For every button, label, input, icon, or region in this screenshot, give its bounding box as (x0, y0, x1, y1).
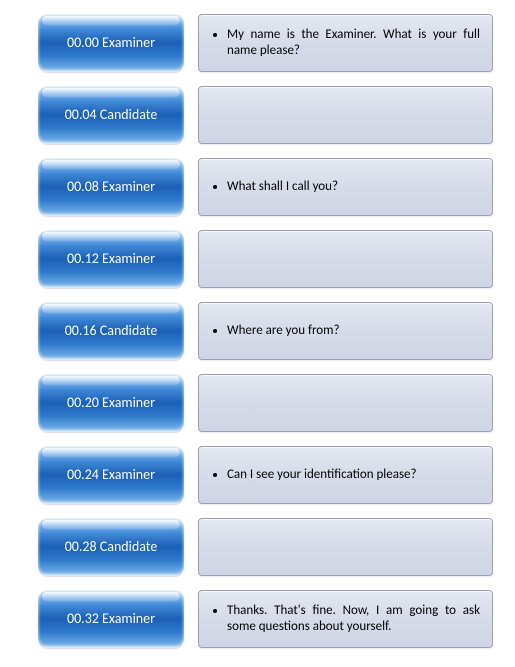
speaker-label: 00.32 Examiner (67, 611, 155, 628)
speaker-label: 00.04 Candidate (65, 107, 158, 124)
content-box: Can I see your identification please? (198, 446, 493, 504)
speaker-label: 00.08 Examiner (67, 179, 155, 196)
transcript-row: 00.08 Examiner What shall I call you? (38, 158, 493, 216)
speaker-label: 00.24 Examiner (67, 467, 155, 484)
speaker-pill: 00.04 Candidate (38, 86, 184, 144)
transcript-row: 00.28 Candidate (38, 518, 493, 576)
content-box (198, 86, 493, 144)
content-box: Thanks. That's fine. Now, I am going to … (198, 590, 493, 648)
speaker-pill: 00.12 Examiner (38, 230, 184, 288)
speaker-label: 00.00 Examiner (67, 35, 155, 52)
transcript-row: 00.00 Examiner My name is the Examiner. … (38, 14, 493, 72)
content-text: Can I see your identification please? (227, 467, 417, 483)
content-text: What shall I call you? (227, 179, 338, 195)
transcript-row: 00.16 Candidate Where are you from? (38, 302, 493, 360)
content-box: Where are you from? (198, 302, 493, 360)
speaker-pill: 00.20 Examiner (38, 374, 184, 432)
speaker-label: 00.16 Candidate (65, 323, 158, 340)
transcript-row: 00.24 Examiner Can I see your identifica… (38, 446, 493, 504)
content-text: Where are you from? (227, 323, 340, 339)
speaker-pill: 00.08 Examiner (38, 158, 184, 216)
speaker-pill: 00.00 Examiner (38, 14, 184, 72)
speaker-label: 00.28 Candidate (65, 539, 158, 556)
transcript-diagram: 00.00 Examiner My name is the Examiner. … (0, 0, 515, 667)
speaker-label: 00.20 Examiner (67, 395, 155, 412)
content-box: What shall I call you? (198, 158, 493, 216)
transcript-row: 00.32 Examiner Thanks. That's fine. Now,… (38, 590, 493, 648)
transcript-row: 00.12 Examiner (38, 230, 493, 288)
speaker-pill: 00.32 Examiner (38, 590, 184, 648)
content-box (198, 518, 493, 576)
speaker-label: 00.12 Examiner (67, 251, 155, 268)
speaker-pill: 00.16 Candidate (38, 302, 184, 360)
content-box (198, 230, 493, 288)
content-text: My name is the Examiner. What is your fu… (227, 27, 480, 60)
content-box: My name is the Examiner. What is your fu… (198, 14, 493, 72)
transcript-row: 00.04 Candidate (38, 86, 493, 144)
speaker-pill: 00.24 Examiner (38, 446, 184, 504)
content-text: Thanks. That's fine. Now, I am going to … (227, 603, 480, 636)
speaker-pill: 00.28 Candidate (38, 518, 184, 576)
content-box (198, 374, 493, 432)
transcript-row: 00.20 Examiner (38, 374, 493, 432)
